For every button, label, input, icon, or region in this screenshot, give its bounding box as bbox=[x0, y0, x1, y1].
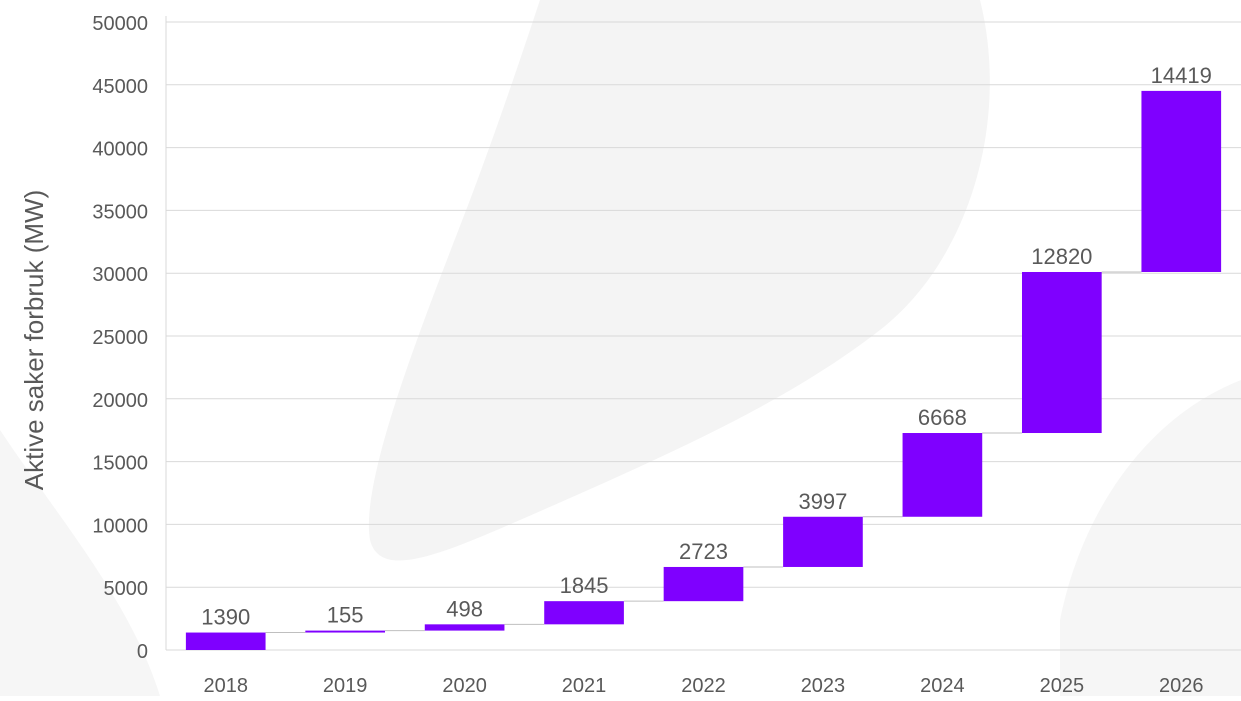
bar-2021 bbox=[544, 601, 624, 625]
data-label: 155 bbox=[327, 603, 364, 628]
y-tick-label: 5000 bbox=[104, 578, 149, 600]
x-tick-label: 2020 bbox=[442, 675, 487, 696]
bar-2018 bbox=[185, 632, 266, 650]
y-tick-label: 15000 bbox=[92, 453, 148, 475]
y-tick-label: 10000 bbox=[92, 515, 148, 537]
x-tick-label: 2018 bbox=[203, 675, 248, 696]
data-label: 3997 bbox=[798, 489, 847, 514]
x-tick-label: 2024 bbox=[920, 675, 965, 696]
data-label: 14419 bbox=[1151, 63, 1212, 88]
y-tick-label: 50000 bbox=[92, 13, 148, 35]
bar-2022 bbox=[663, 566, 744, 602]
y-tick-label: 35000 bbox=[92, 201, 148, 223]
background-curve-right bbox=[1060, 380, 1241, 696]
data-label: 2723 bbox=[679, 539, 728, 564]
y-tick-label: 45000 bbox=[92, 76, 148, 98]
x-tick-label: 2026 bbox=[1159, 675, 1204, 696]
data-label: 498 bbox=[446, 596, 483, 621]
y-tick-label: 25000 bbox=[92, 327, 148, 349]
bar-2026 bbox=[1141, 90, 1222, 272]
bars bbox=[185, 90, 1222, 650]
bar-2023 bbox=[783, 516, 863, 567]
x-tick-label: 2021 bbox=[562, 675, 607, 696]
background-swoosh bbox=[368, 0, 990, 561]
bar-2019 bbox=[305, 630, 386, 633]
x-tick-label: 2019 bbox=[323, 675, 368, 696]
y-tick-label: 40000 bbox=[92, 139, 148, 161]
data-label: 1845 bbox=[560, 573, 609, 598]
background-curve bbox=[0, 430, 160, 696]
y-axis-label: Aktive saker forbruk (MW) bbox=[19, 190, 49, 491]
bar-2020 bbox=[424, 624, 505, 631]
y-tick-label: 20000 bbox=[92, 390, 148, 412]
connectors bbox=[265, 271, 1142, 634]
x-tick-label: 2023 bbox=[801, 675, 846, 696]
data-label: 12820 bbox=[1031, 244, 1092, 269]
bar-2025 bbox=[1021, 271, 1102, 434]
y-tick-label: 0 bbox=[137, 641, 148, 663]
x-tick-label: 2025 bbox=[1040, 675, 1085, 696]
data-labels: 1390 155 498 1845 2723 3997 6668 12820 14419 bbox=[201, 63, 1212, 630]
y-tick-label: 30000 bbox=[92, 264, 148, 286]
x-tick-label: 2022 bbox=[681, 675, 726, 696]
axes: 0 5000 10000 15000 20000 25000 30000 35000 40000… bbox=[92, 13, 1241, 697]
bar-2024 bbox=[902, 433, 983, 517]
data-label: 1390 bbox=[201, 605, 250, 630]
data-label: 6668 bbox=[918, 405, 967, 430]
